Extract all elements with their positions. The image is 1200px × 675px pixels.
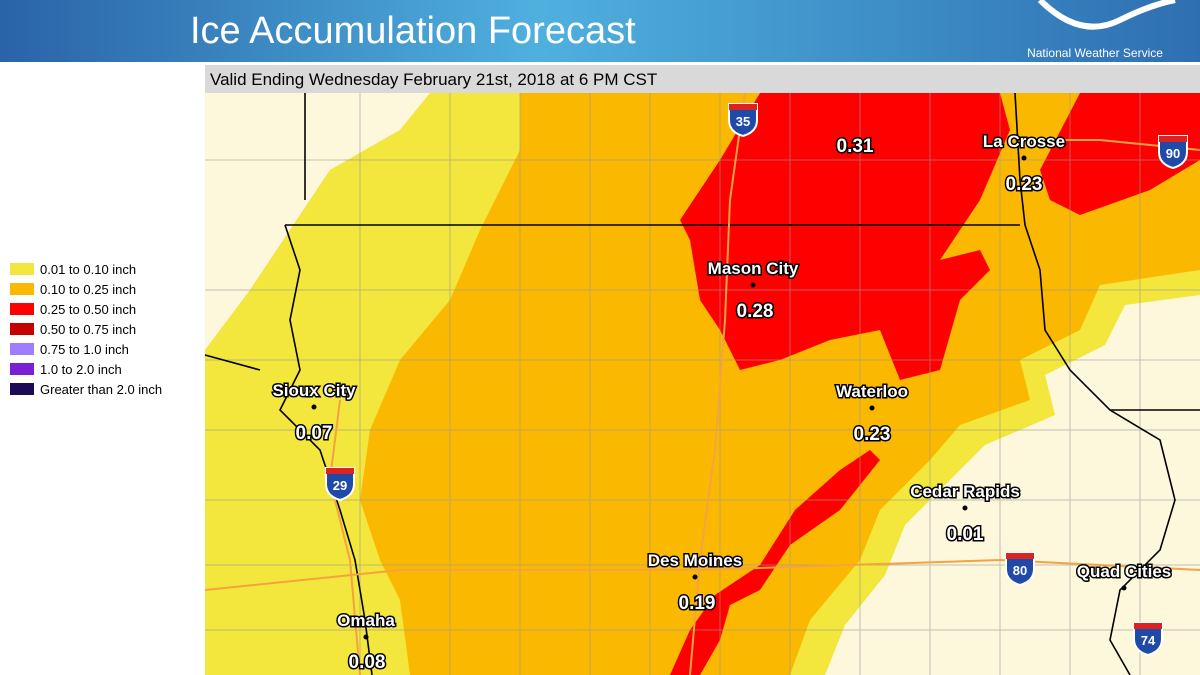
- interstate-number: 29: [333, 478, 347, 493]
- zone-none: [205, 93, 430, 350]
- city-value: 0.28: [737, 301, 774, 322]
- legend-label: 0.01 to 0.10 inch: [40, 262, 136, 277]
- interstate-number: 74: [1141, 633, 1156, 648]
- legend-swatch: [10, 283, 34, 295]
- legend-swatch: [10, 303, 34, 315]
- legend-label: Greater than 2.0 inch: [40, 382, 162, 397]
- legend-label: 0.50 to 0.75 inch: [40, 322, 136, 337]
- zone-red: [680, 93, 1010, 380]
- city-value: 0.07: [296, 423, 333, 444]
- city-name: Mason City: [708, 259, 799, 278]
- city-value: 0.23: [854, 424, 891, 445]
- city-name: Quad Cities: [1077, 562, 1171, 581]
- city-dot: [692, 574, 698, 580]
- city-dot: [363, 634, 369, 640]
- header-bar: [0, 0, 1200, 62]
- map-area: [204, 92, 1200, 675]
- labels: La Crosse 0.23 Mason City 0.28 Sioux City 0.0…: [271, 103, 1188, 675]
- interstate-number: 90: [1166, 146, 1180, 161]
- roads: [204, 92, 1200, 675]
- legend-label: 0.75 to 1.0 inch: [40, 342, 129, 357]
- interstate-shield: [1005, 552, 1035, 587]
- legend-swatch: [10, 343, 34, 355]
- interstate-number: 80: [1013, 563, 1027, 578]
- state-borders: [204, 92, 1200, 675]
- interstate-shield: [728, 103, 758, 138]
- legend-swatch: [10, 323, 34, 335]
- city-value: 0.08: [349, 652, 386, 673]
- city-value: 0.23: [1006, 174, 1043, 195]
- interstate-band: [1006, 553, 1034, 559]
- interstate-shield: [325, 467, 355, 502]
- city-name: Sioux City: [272, 381, 356, 400]
- title: Ice Accumulation Forecast: [190, 10, 636, 52]
- interstate-shield: [1158, 135, 1188, 170]
- agency: National Weather Service: [1027, 46, 1163, 60]
- legend-swatch: [10, 263, 34, 275]
- city-name: La Crosse: [983, 132, 1065, 151]
- legend: 0.01 to 0.10 inch 0.10 to 0.25 inch 0.25 t…: [10, 262, 162, 397]
- city-dot: [750, 282, 756, 288]
- city-dot: [311, 404, 317, 410]
- legend-label: 1.0 to 2.0 inch: [40, 362, 122, 377]
- subtitle-bar: [205, 65, 1200, 93]
- zone-red: [1040, 93, 1200, 215]
- interstate-band: [729, 104, 757, 110]
- legend-swatch: [10, 363, 34, 375]
- zone-yellow: [205, 93, 520, 675]
- city-name: Cedar Rapids: [910, 482, 1020, 501]
- legend-swatch: [10, 383, 34, 395]
- city-dot: [1021, 155, 1027, 161]
- interstate-shield: [1133, 622, 1163, 657]
- interstate-number: 35: [736, 114, 750, 129]
- zone-red: [670, 450, 880, 675]
- interstate-band: [326, 468, 354, 474]
- subtitle: Valid Ending Wednesday February 21st, 20…: [210, 70, 657, 89]
- zone-none: [825, 295, 1200, 675]
- city-value: 0.01: [947, 524, 984, 545]
- interstate-band: [1159, 136, 1187, 142]
- city-dot: [869, 405, 875, 411]
- logo: [1037, 0, 1176, 30]
- legend-label: 0.10 to 0.25 inch: [40, 282, 136, 297]
- point-value: 0.31: [837, 136, 874, 157]
- city-name: Des Moines: [648, 551, 742, 570]
- city-value: 0.19: [679, 593, 716, 614]
- city-dot: [962, 505, 968, 511]
- interstate-band: [1134, 623, 1162, 629]
- city-name: Waterloo: [836, 382, 908, 401]
- city-name: Omaha: [337, 611, 395, 630]
- legend-label: 0.25 to 0.50 inch: [40, 302, 136, 317]
- city-dot: [1121, 585, 1127, 591]
